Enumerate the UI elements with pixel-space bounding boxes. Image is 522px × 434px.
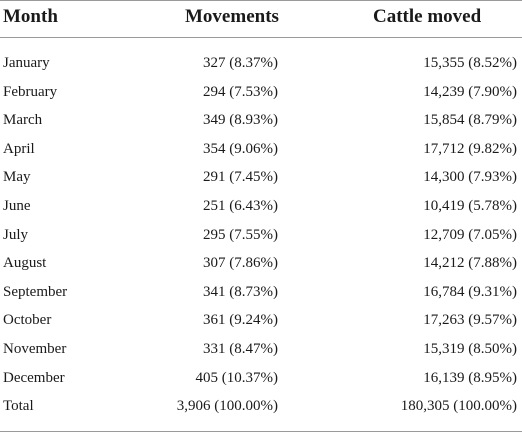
table-row-total: Total 3,906 (100.00%) 180,305 (100.00%) [0, 392, 522, 421]
cell-movements: 295 (7.55%) [203, 226, 278, 243]
cell-movements: 349 (8.93%) [203, 112, 278, 129]
cell-month: August [3, 255, 47, 272]
cell-month: March [3, 112, 43, 129]
cell-cattle-moved: 15,319 (8.50%) [423, 340, 517, 357]
table-row: August 307 (7.86%) 14,212 (7.88%) [0, 249, 522, 278]
cell-month: April [3, 140, 35, 157]
table-row: January 327 (8.37%) 15,355 (8.52%) [0, 49, 522, 78]
cell-month: June [3, 197, 31, 214]
table-row: September 341 (8.73%) 16,784 (9.31%) [0, 278, 522, 307]
cell-movements: 291 (7.45%) [203, 169, 278, 186]
cell-month: November [3, 340, 67, 357]
cell-month: February [3, 83, 58, 100]
cell-cattle-moved: 17,263 (9.57%) [423, 312, 517, 329]
cell-cattle-moved: 14,212 (7.88%) [423, 255, 517, 272]
cell-month: December [3, 369, 65, 386]
cell-movements: 327 (8.37%) [203, 55, 278, 71]
cell-cattle-moved: 17,712 (9.82%) [423, 140, 517, 157]
cell-movements: 341 (8.73%) [203, 283, 278, 300]
top-rule [0, 0, 522, 1]
cell-cattle-moved: 16,784 (9.31%) [423, 283, 517, 300]
table-row: May 291 (7.45%) 14,300 (7.93%) [0, 163, 522, 192]
cell-cattle-moved: 14,300 (7.93%) [423, 169, 517, 186]
cell-month: July [3, 226, 29, 243]
table-row: October 361 (9.24%) 17,263 (9.57%) [0, 306, 522, 335]
table-row: July 295 (7.55%) 12,709 (7.05%) [0, 221, 522, 250]
cell-cattle-moved: 12,709 (7.05%) [423, 226, 517, 243]
cell-month: January [3, 55, 50, 71]
cell-movements: 307 (7.86%) [203, 255, 278, 272]
cell-movements: 405 (10.37%) [195, 369, 279, 386]
header-rule [0, 37, 522, 38]
table-body: January 327 (8.37%) 15,355 (8.52%) Febru… [0, 49, 522, 421]
header-movements: Movements [185, 6, 279, 27]
cell-month: October [3, 312, 52, 329]
cell-movements: 361 (9.24%) [203, 312, 278, 329]
bottom-rule [0, 431, 522, 432]
cell-movements: 354 (9.06%) [203, 140, 278, 157]
table-row: June 251 (6.43%) 10,419 (5.78%) [0, 192, 522, 221]
header-cattle-moved: Cattle moved [373, 6, 482, 27]
cell-cattle-moved: 15,854 (8.79%) [423, 112, 517, 129]
cell-cattle-moved: 16,139 (8.95%) [423, 369, 517, 386]
cell-movements: 331 (8.47%) [203, 340, 278, 357]
table-row: December 405 (10.37%) 16,139 (8.95%) [0, 364, 522, 393]
table-row: November 331 (8.47%) 15,319 (8.50%) [0, 335, 522, 364]
table-row: March 349 (8.93%) 15,854 (8.79%) [0, 106, 522, 135]
cell-cattle-moved: 10,419 (5.78%) [423, 197, 517, 214]
cell-month: Total [3, 398, 34, 415]
cell-cattle-moved: 15,355 (8.52%) [423, 55, 517, 71]
cell-movements: 294 (7.53%) [203, 83, 278, 100]
cell-movements: 251 (6.43%) [203, 197, 278, 214]
cell-cattle-moved: 14,239 (7.90%) [423, 83, 517, 100]
cell-month: May [3, 169, 31, 186]
cell-cattle-moved: 180,305 (100.00%) [400, 398, 517, 415]
header-month: Month [3, 6, 58, 27]
cell-movements: 3,906 (100.00%) [176, 398, 278, 415]
table-row: April 354 (9.06%) 17,712 (9.82%) [0, 135, 522, 164]
table-row: February 294 (7.53%) 14,239 (7.90%) [0, 78, 522, 107]
cell-month: September [3, 283, 68, 300]
